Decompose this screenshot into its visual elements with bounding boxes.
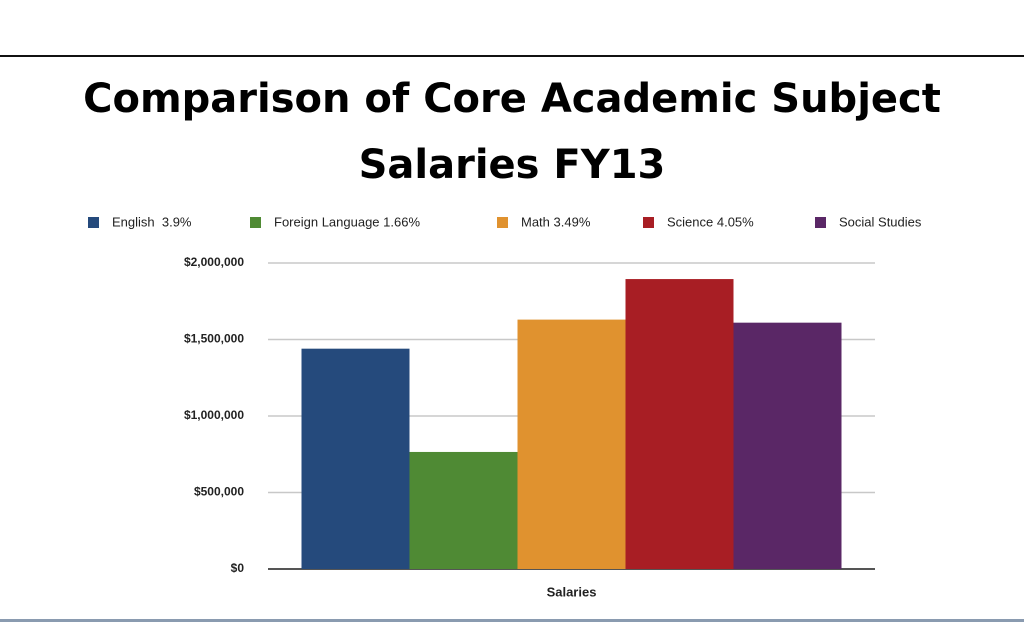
legend-label: Social Studies xyxy=(839,214,922,229)
legend-label: Science 4.05% xyxy=(667,214,754,229)
legend-swatch xyxy=(497,217,508,228)
bar xyxy=(733,322,842,569)
legend-label: English 3.9% xyxy=(112,214,192,229)
legend-label: Math 3.49% xyxy=(521,214,591,229)
bottom-rule xyxy=(0,619,1024,622)
bar xyxy=(517,319,626,569)
chart-title: Comparison of Core Academic Subject Sala… xyxy=(83,76,941,188)
top-rule xyxy=(0,55,1024,57)
bar xyxy=(625,279,734,569)
legend-label: Foreign Language 1.66% xyxy=(274,214,420,229)
legend-swatch xyxy=(643,217,654,228)
legend-swatch xyxy=(250,217,261,228)
bar xyxy=(301,348,410,569)
y-tick-label: $2,000,000 xyxy=(184,255,244,269)
x-tick-label: Salaries xyxy=(547,584,597,599)
legend-swatch xyxy=(88,217,99,228)
y-tick-label: $1,500,000 xyxy=(184,332,244,346)
legend-swatch xyxy=(815,217,826,228)
bar xyxy=(409,451,518,569)
y-tick-label: $500,000 xyxy=(194,485,244,499)
y-tick-label: $0 xyxy=(231,561,245,575)
y-tick-label: $1,000,000 xyxy=(184,408,244,422)
